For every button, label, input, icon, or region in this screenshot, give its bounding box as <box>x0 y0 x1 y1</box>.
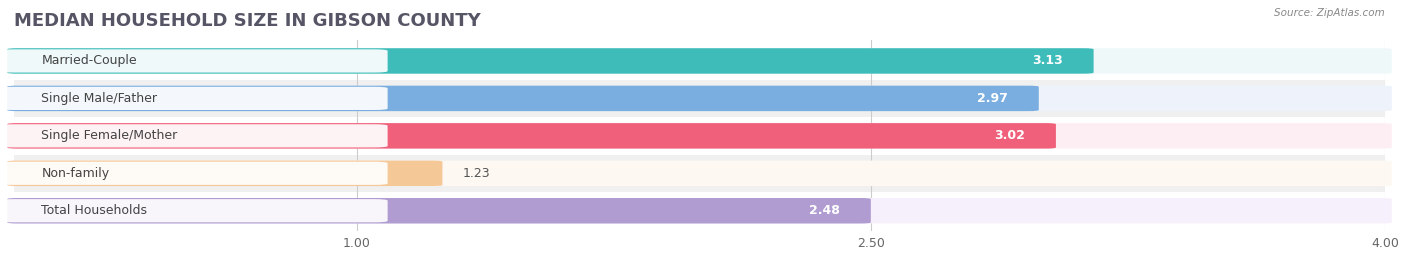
FancyBboxPatch shape <box>0 162 388 185</box>
FancyBboxPatch shape <box>7 198 870 224</box>
FancyBboxPatch shape <box>7 123 1056 148</box>
FancyBboxPatch shape <box>0 87 388 110</box>
Text: 1.23: 1.23 <box>463 167 491 180</box>
Bar <box>14 155 1385 192</box>
FancyBboxPatch shape <box>7 198 1392 224</box>
FancyBboxPatch shape <box>7 123 1392 148</box>
Text: 2.97: 2.97 <box>977 92 1008 105</box>
Text: Married-Couple: Married-Couple <box>42 54 138 68</box>
FancyBboxPatch shape <box>7 48 1392 74</box>
Text: MEDIAN HOUSEHOLD SIZE IN GIBSON COUNTY: MEDIAN HOUSEHOLD SIZE IN GIBSON COUNTY <box>14 12 481 30</box>
FancyBboxPatch shape <box>0 49 388 73</box>
Bar <box>14 80 1385 117</box>
FancyBboxPatch shape <box>7 161 1392 186</box>
Text: Source: ZipAtlas.com: Source: ZipAtlas.com <box>1274 8 1385 18</box>
FancyBboxPatch shape <box>7 86 1392 111</box>
FancyBboxPatch shape <box>7 161 443 186</box>
Text: Single Male/Father: Single Male/Father <box>42 92 157 105</box>
Bar <box>14 192 1385 229</box>
Text: 3.13: 3.13 <box>1032 54 1063 68</box>
FancyBboxPatch shape <box>7 86 1039 111</box>
FancyBboxPatch shape <box>7 48 1094 74</box>
Text: Non-family: Non-family <box>42 167 110 180</box>
Bar <box>14 117 1385 155</box>
Text: Single Female/Mother: Single Female/Mother <box>42 129 177 142</box>
FancyBboxPatch shape <box>0 124 388 147</box>
FancyBboxPatch shape <box>0 199 388 222</box>
Text: 2.48: 2.48 <box>808 204 839 217</box>
Bar <box>14 42 1385 80</box>
Text: 3.02: 3.02 <box>994 129 1025 142</box>
Text: Total Households: Total Households <box>42 204 148 217</box>
